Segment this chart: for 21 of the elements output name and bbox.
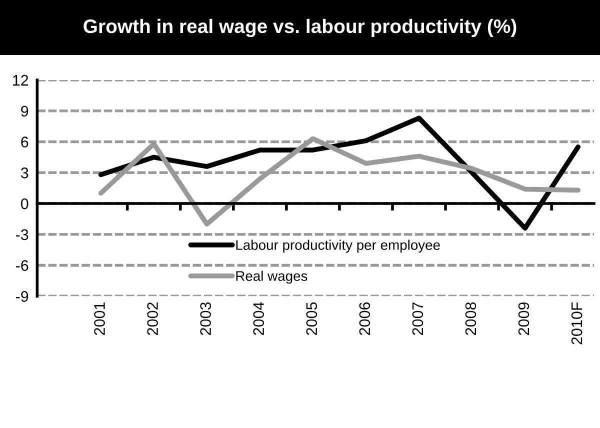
y-tick-label: 9 — [21, 106, 28, 117]
y-tick-label: 3 — [20, 168, 28, 178]
x-tick-label: 2005 — [306, 302, 318, 335]
legend-label: Real wages — [236, 270, 308, 284]
x-tick-label: 2004 — [253, 302, 264, 335]
y-tick-label: -3 — [16, 229, 28, 240]
y-tick-label: 0 — [20, 198, 28, 210]
y-tick-label: -9 — [16, 291, 28, 302]
x-tick-label: 2001 — [94, 302, 105, 335]
x-tick-label: 2007 — [412, 302, 424, 335]
x-tick-label: 2008 — [465, 302, 476, 335]
x-tick-label: 2010F — [571, 302, 582, 344]
chart-title: Growth in real wage vs. labour productivity (%) — [84, 18, 516, 38]
x-tick-label: 2003 — [200, 302, 211, 335]
y-tick-label: 6 — [21, 136, 28, 148]
y-tick-label: 12 — [13, 74, 28, 86]
x-tick-label: 2006 — [359, 302, 370, 335]
legend-label: Labour productivity per employee — [236, 240, 440, 253]
y-tick-label: -6 — [16, 260, 28, 271]
x-tick-label: 2009 — [518, 302, 530, 335]
x-tick-label: 2002 — [147, 302, 158, 335]
